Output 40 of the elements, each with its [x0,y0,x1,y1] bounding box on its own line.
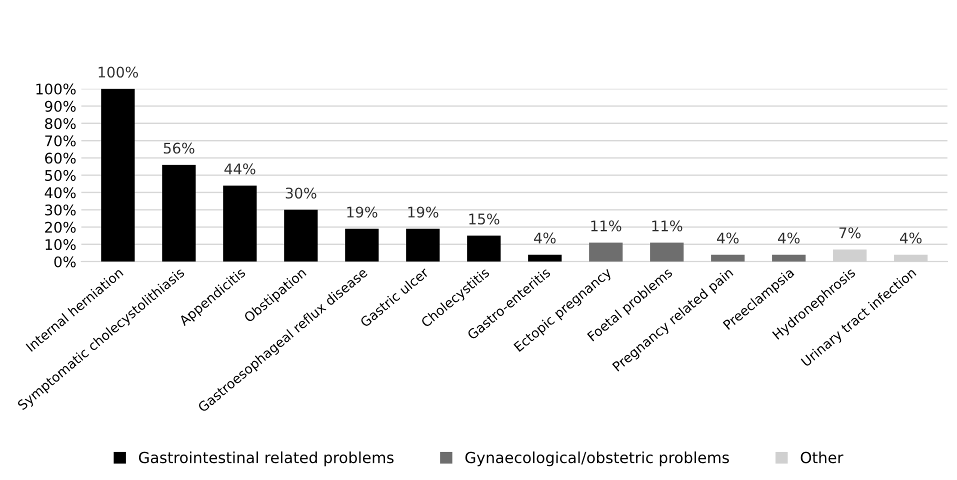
data-label: 15% [469,213,500,225]
bar [162,164,196,262]
data-label: 4% [534,232,556,244]
data-label: 11% [591,220,622,232]
bar [406,228,440,262]
bar [101,88,135,262]
y-tick-label: 0% [54,256,76,268]
data-label: 11% [652,220,682,232]
y-tick-label: 70% [45,135,76,146]
legend-label: Gynaecological/obstetric problems [465,451,729,466]
bar [467,236,501,262]
data-label: 4% [778,232,800,244]
y-tick-label: 100% [36,84,76,95]
bar [223,186,257,262]
data-label: 4% [717,232,739,244]
data-label: 19% [347,206,378,218]
data-label: 56% [164,142,194,154]
y-tick-label: 40% [44,187,76,198]
bar [711,254,745,262]
bar [528,254,562,262]
y-tick-label: 90% [44,100,76,112]
data-label: 4% [900,232,922,244]
bar [772,254,806,262]
y-tick-label: 30% [45,204,76,216]
y-tick-label: 60% [45,152,76,164]
bar [589,242,623,262]
bar [345,228,379,262]
y-tick-label: 50% [45,170,76,181]
data-label: 30% [286,188,316,199]
legend-label: Other [800,451,844,464]
data-label: 100% [98,66,138,78]
bar [650,242,684,262]
legend-label: Gastrointestinal related problems [138,451,394,466]
data-label: 7% [839,227,861,238]
y-tick-label: 10% [46,239,76,250]
y-tick-label: 80% [45,118,76,130]
data-label: 19% [408,206,438,218]
y-tick-label: 20% [45,222,76,233]
data-label: 44% [224,163,256,174]
bar [284,210,318,262]
